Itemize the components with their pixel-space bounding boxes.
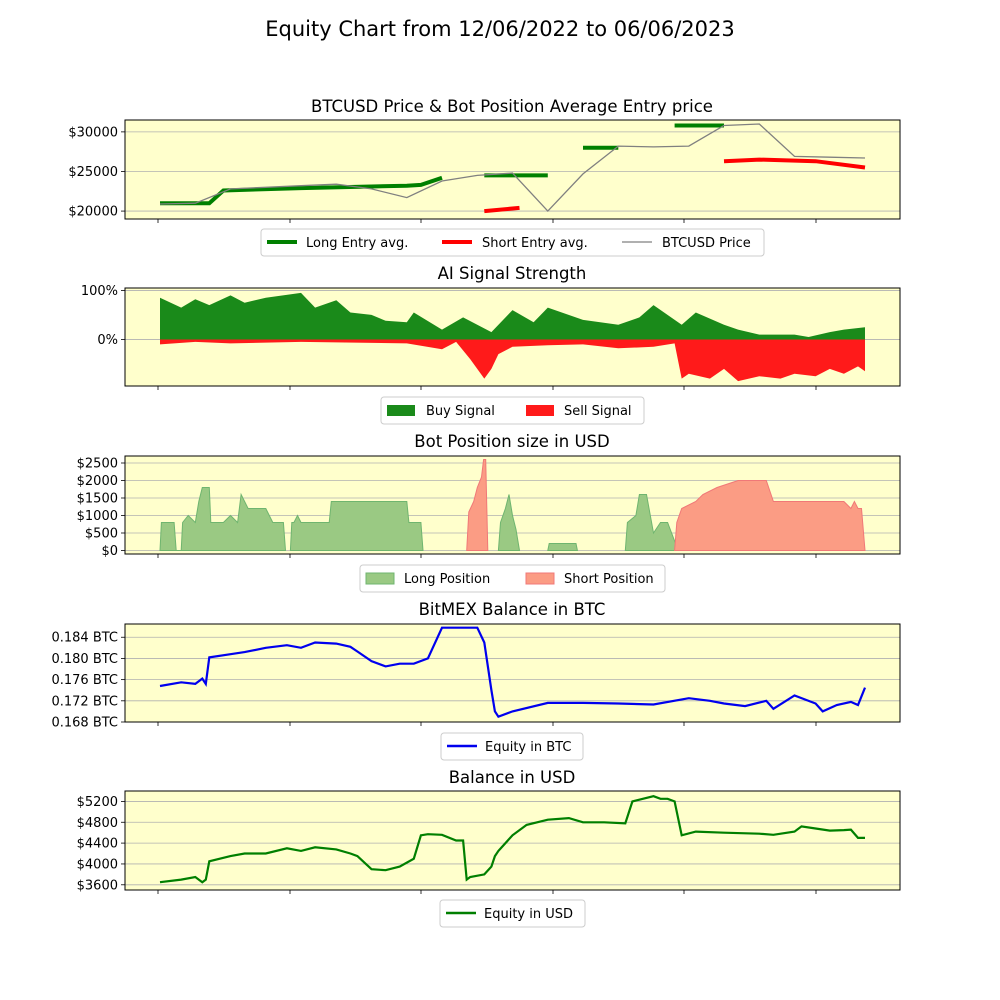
position-panel: $0 $500 $1000 $1500 $2000 $2500 (77, 455, 901, 559)
position-ytick-label: $1000 (77, 509, 118, 524)
long-entry-line (160, 175, 443, 206)
usd-ytick-label: $4000 (77, 857, 118, 872)
usd-panel-title: Balance in USD (449, 768, 576, 787)
usd-ytick-label: $4800 (77, 816, 118, 831)
short-position-area (466, 459, 489, 551)
btc-ytick-label: 0.184 BTC (51, 631, 118, 646)
btc-ytick-label: 0.180 BTC (51, 652, 118, 667)
long-position-legend-label: Long Position (404, 572, 490, 587)
position-ytick-label: $500 (85, 527, 118, 542)
price-panel-title: BTCUSD Price & Bot Position Average Entr… (311, 97, 713, 116)
signal-ytick-label: 0% (97, 333, 118, 348)
signal-frame (124, 287, 901, 387)
price-ytick-label: $20000 (68, 205, 118, 220)
price-marks (159, 123, 866, 214)
btc-equity-line (159, 626, 867, 719)
short-entry-line (723, 157, 866, 170)
long-position-area (159, 487, 287, 551)
long-position-area (624, 494, 679, 551)
short-entry-legend-label: Short Entry avg. (482, 236, 588, 251)
short-position-area (674, 480, 866, 551)
position-ytick-label: $2000 (77, 474, 118, 489)
usd-plot-area (125, 791, 900, 890)
position-marks (159, 459, 866, 551)
price-panel: $20000 $25000 $30000 (68, 119, 901, 223)
btc-ytick-label: 0.168 BTC (51, 716, 118, 731)
usd-panel: $3600 $4000 $4400 $4800 $5200 (77, 790, 901, 894)
btc-plot-area (125, 624, 900, 722)
btc-panel-title: BitMEX Balance in BTC (419, 600, 606, 619)
btc-ytick-label: 0.172 BTC (51, 694, 118, 709)
figure-title: Equity Chart from 12/06/2022 to 06/06/20… (265, 17, 735, 41)
signal-panel-title: AI Signal Strength (438, 264, 587, 283)
position-legend: Long Position Short Position (359, 564, 666, 593)
price-frame (124, 119, 901, 220)
short-position-legend-label: Short Position (564, 572, 654, 587)
long-entry-legend-label: Long Entry avg. (306, 236, 408, 251)
short-position-legend-swatch (525, 572, 555, 585)
btc-panel: 0.168 BTC 0.172 BTC 0.176 BTC 0.180 BTC 0.18… (51, 623, 901, 731)
btc-ytick-label: 0.176 BTC (51, 673, 118, 688)
chart-panels: $20000 $25000 $30000 0% 100% $0 $500 $1000 $1500… (51, 119, 901, 894)
btc-legend-label: Equity in BTC (485, 740, 571, 755)
usd-ytick-label: $5200 (77, 795, 118, 810)
buy-signal-legend-swatch (387, 405, 415, 416)
price-ytick-label: $30000 (68, 125, 118, 140)
signal-marks (160, 292, 865, 382)
position-ytick-label: $0 (101, 544, 118, 559)
long-position-legend-swatch (365, 572, 395, 585)
position-panel-title: Bot Position size in USD (414, 432, 609, 451)
usd-legend: Equity in USD (439, 899, 586, 928)
long-position-area (289, 501, 424, 551)
usd-frame (124, 790, 901, 891)
signal-panel: 0% 100% (81, 284, 901, 390)
btc-marks (159, 626, 867, 719)
sell-signal-legend-label: Sell Signal (564, 404, 632, 419)
buy-signal-area (160, 292, 865, 340)
usd-ytick-label: $3600 (77, 878, 118, 893)
sell-signal-legend-swatch (526, 405, 554, 416)
btcusd-price-line (159, 123, 866, 213)
short-entry-line (484, 205, 520, 214)
position-ytick-label: $1500 (77, 492, 118, 507)
price-ytick-label: $25000 (68, 165, 118, 180)
buy-signal-legend-label: Buy Signal (426, 404, 495, 419)
price-legend: Long Entry avg. Short Entry avg. BTCUSD … (260, 228, 765, 257)
long-position-area (547, 543, 579, 551)
usd-legend-label: Equity in USD (484, 907, 573, 922)
signal-ytick-label: 100% (81, 284, 118, 299)
sell-signal-area (160, 339, 865, 382)
btc-legend: Equity in BTC (440, 732, 584, 761)
btc-frame (124, 623, 901, 723)
position-ytick-label: $2500 (77, 457, 118, 472)
signal-legend: Buy Signal Sell Signal (380, 396, 645, 425)
usd-marks (159, 795, 865, 884)
position-frame (124, 455, 901, 555)
long-position-area (497, 494, 521, 551)
price-legend-label: BTCUSD Price (662, 236, 751, 251)
price-plot-area (125, 120, 900, 219)
usd-ytick-label: $4400 (77, 837, 118, 852)
usd-equity-line (159, 795, 865, 884)
